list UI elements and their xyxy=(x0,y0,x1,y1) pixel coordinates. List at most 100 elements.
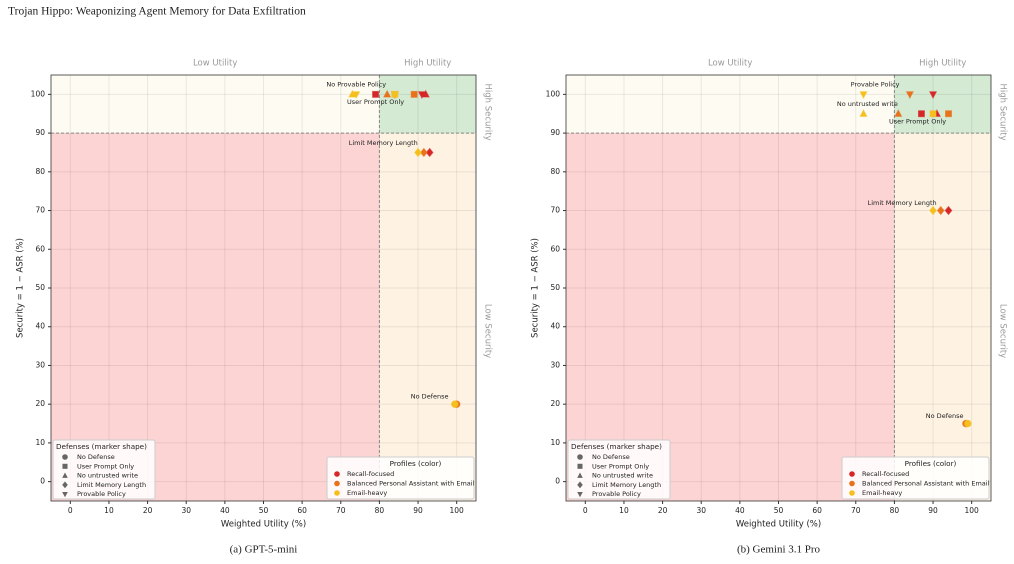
data-point xyxy=(410,90,418,98)
annotation: Limit Memory Length xyxy=(868,199,937,207)
region-label: High Utility xyxy=(919,59,966,69)
y-axis-label: Security = 1 − ASR (%) xyxy=(531,238,541,338)
y-tick-label: 60 xyxy=(550,244,560,253)
legend-marker xyxy=(577,472,583,478)
x-tick-label: 60 xyxy=(297,506,307,515)
y-tick-label: 70 xyxy=(550,206,560,215)
data-point xyxy=(414,147,422,158)
data-point xyxy=(936,205,945,216)
x-tick-label: 0 xyxy=(583,506,588,515)
legend-marker xyxy=(849,480,855,487)
legend-marker xyxy=(62,463,68,469)
x-tick-label: 40 xyxy=(735,506,745,515)
legend-label: No Defense xyxy=(77,453,115,461)
legend-marker xyxy=(334,471,340,477)
x-tick-label: 0 xyxy=(68,506,73,515)
legend-marker xyxy=(849,490,855,496)
data-point xyxy=(944,205,953,216)
annotation: No Defense xyxy=(926,412,964,420)
legend-label: No untrusted write xyxy=(77,472,138,480)
legend-marker xyxy=(577,491,583,498)
annotation: Limit Memory Length xyxy=(349,139,418,147)
legend-title: Profiles (color) xyxy=(390,459,442,468)
legend-label: Balanced Personal Assistant with Email xyxy=(862,480,990,488)
legend-marker xyxy=(849,471,855,477)
running-header: Trojan Hippo: Weaponizing Agent Memory f… xyxy=(8,6,306,18)
x-axis-label: Weighted Utility (%) xyxy=(221,520,306,530)
data-point xyxy=(945,110,952,118)
x-tick-label: 50 xyxy=(774,506,784,515)
region-high-utility-low-security xyxy=(894,133,991,501)
legend-label: User Prompt Only xyxy=(592,462,649,470)
x-tick-label: 90 xyxy=(928,506,938,515)
y-tick-label: 50 xyxy=(550,283,560,292)
legend-label: Email-heavy xyxy=(347,489,387,497)
y-tick-label: 10 xyxy=(35,438,45,447)
x-tick-label: 10 xyxy=(619,506,629,515)
data-point xyxy=(391,90,399,98)
plot-frame xyxy=(565,74,992,502)
annotation: No Defense xyxy=(411,392,449,400)
data-point xyxy=(419,147,428,158)
x-tick-label: 90 xyxy=(413,506,423,515)
x-tick-label: 20 xyxy=(143,506,153,515)
y-tick-label: 30 xyxy=(35,360,45,369)
legend-box xyxy=(326,456,475,500)
region-label: Low Security xyxy=(998,304,1008,358)
y-tick-label: 90 xyxy=(550,128,560,137)
region-label: Low Security xyxy=(483,304,493,358)
data-point xyxy=(859,109,868,117)
x-tick-label: 30 xyxy=(696,506,706,515)
y-tick-label: 100 xyxy=(546,89,561,98)
legend-marker xyxy=(62,454,68,460)
legend-title: Profiles (color) xyxy=(905,459,957,468)
y-tick-label: 40 xyxy=(550,322,560,331)
data-point xyxy=(372,90,380,98)
legend-label: Recall-focused xyxy=(862,470,909,478)
region-label: High Security xyxy=(998,83,1008,140)
annotation: User Prompt Only xyxy=(347,98,404,106)
legend-marker xyxy=(62,491,68,498)
legend-label: Provable Policy xyxy=(77,490,126,498)
legend-marker xyxy=(62,472,68,478)
y-tick-label: 20 xyxy=(35,399,45,408)
y-tick-label: 20 xyxy=(550,399,560,408)
x-tick-label: 60 xyxy=(812,506,822,515)
legend-label: Recall-focused xyxy=(347,470,394,478)
y-tick-label: 60 xyxy=(35,244,45,253)
annotation: No Provable Policy xyxy=(326,81,386,89)
annotation: No untrusted write xyxy=(837,100,898,108)
x-tick-label: 30 xyxy=(181,506,191,515)
x-tick-label: 80 xyxy=(890,506,900,515)
data-point xyxy=(929,205,937,216)
y-tick-label: 70 xyxy=(35,206,45,215)
data-point xyxy=(417,91,427,100)
y-tick-label: 100 xyxy=(31,89,46,98)
legend-label: Provable Policy xyxy=(592,490,641,498)
y-tick-label: 40 xyxy=(35,322,45,331)
legend-marker xyxy=(577,481,583,489)
region-high-utility-low-security xyxy=(379,133,476,501)
legend-marker xyxy=(334,490,340,496)
legend-label: Limit Memory Length xyxy=(77,481,146,489)
data-point xyxy=(859,91,868,100)
data-point xyxy=(450,400,459,408)
region-high-utility-high-security xyxy=(379,75,476,134)
y-tick-label: 90 xyxy=(35,128,45,137)
annotation: Provable Policy xyxy=(851,81,900,89)
x-axis-label: Weighted Utility (%) xyxy=(736,520,821,530)
region-label: High Utility xyxy=(404,59,451,69)
data-point xyxy=(928,91,938,100)
x-tick-label: 40 xyxy=(220,506,230,515)
y-tick-label: 80 xyxy=(35,167,45,176)
data-point xyxy=(383,89,392,98)
y-tick-label: 0 xyxy=(555,477,560,486)
legend-label: No Defense xyxy=(592,453,630,461)
data-point xyxy=(905,91,914,100)
legend-box xyxy=(841,456,990,500)
legend-label: Email-heavy xyxy=(862,489,902,497)
chart-caption: (b) Gemini 3.1 Pro xyxy=(737,544,821,556)
chart-caption: (a) GPT-5-mini xyxy=(230,544,298,556)
legend-label: Balanced Personal Assistant with Email xyxy=(347,480,475,488)
